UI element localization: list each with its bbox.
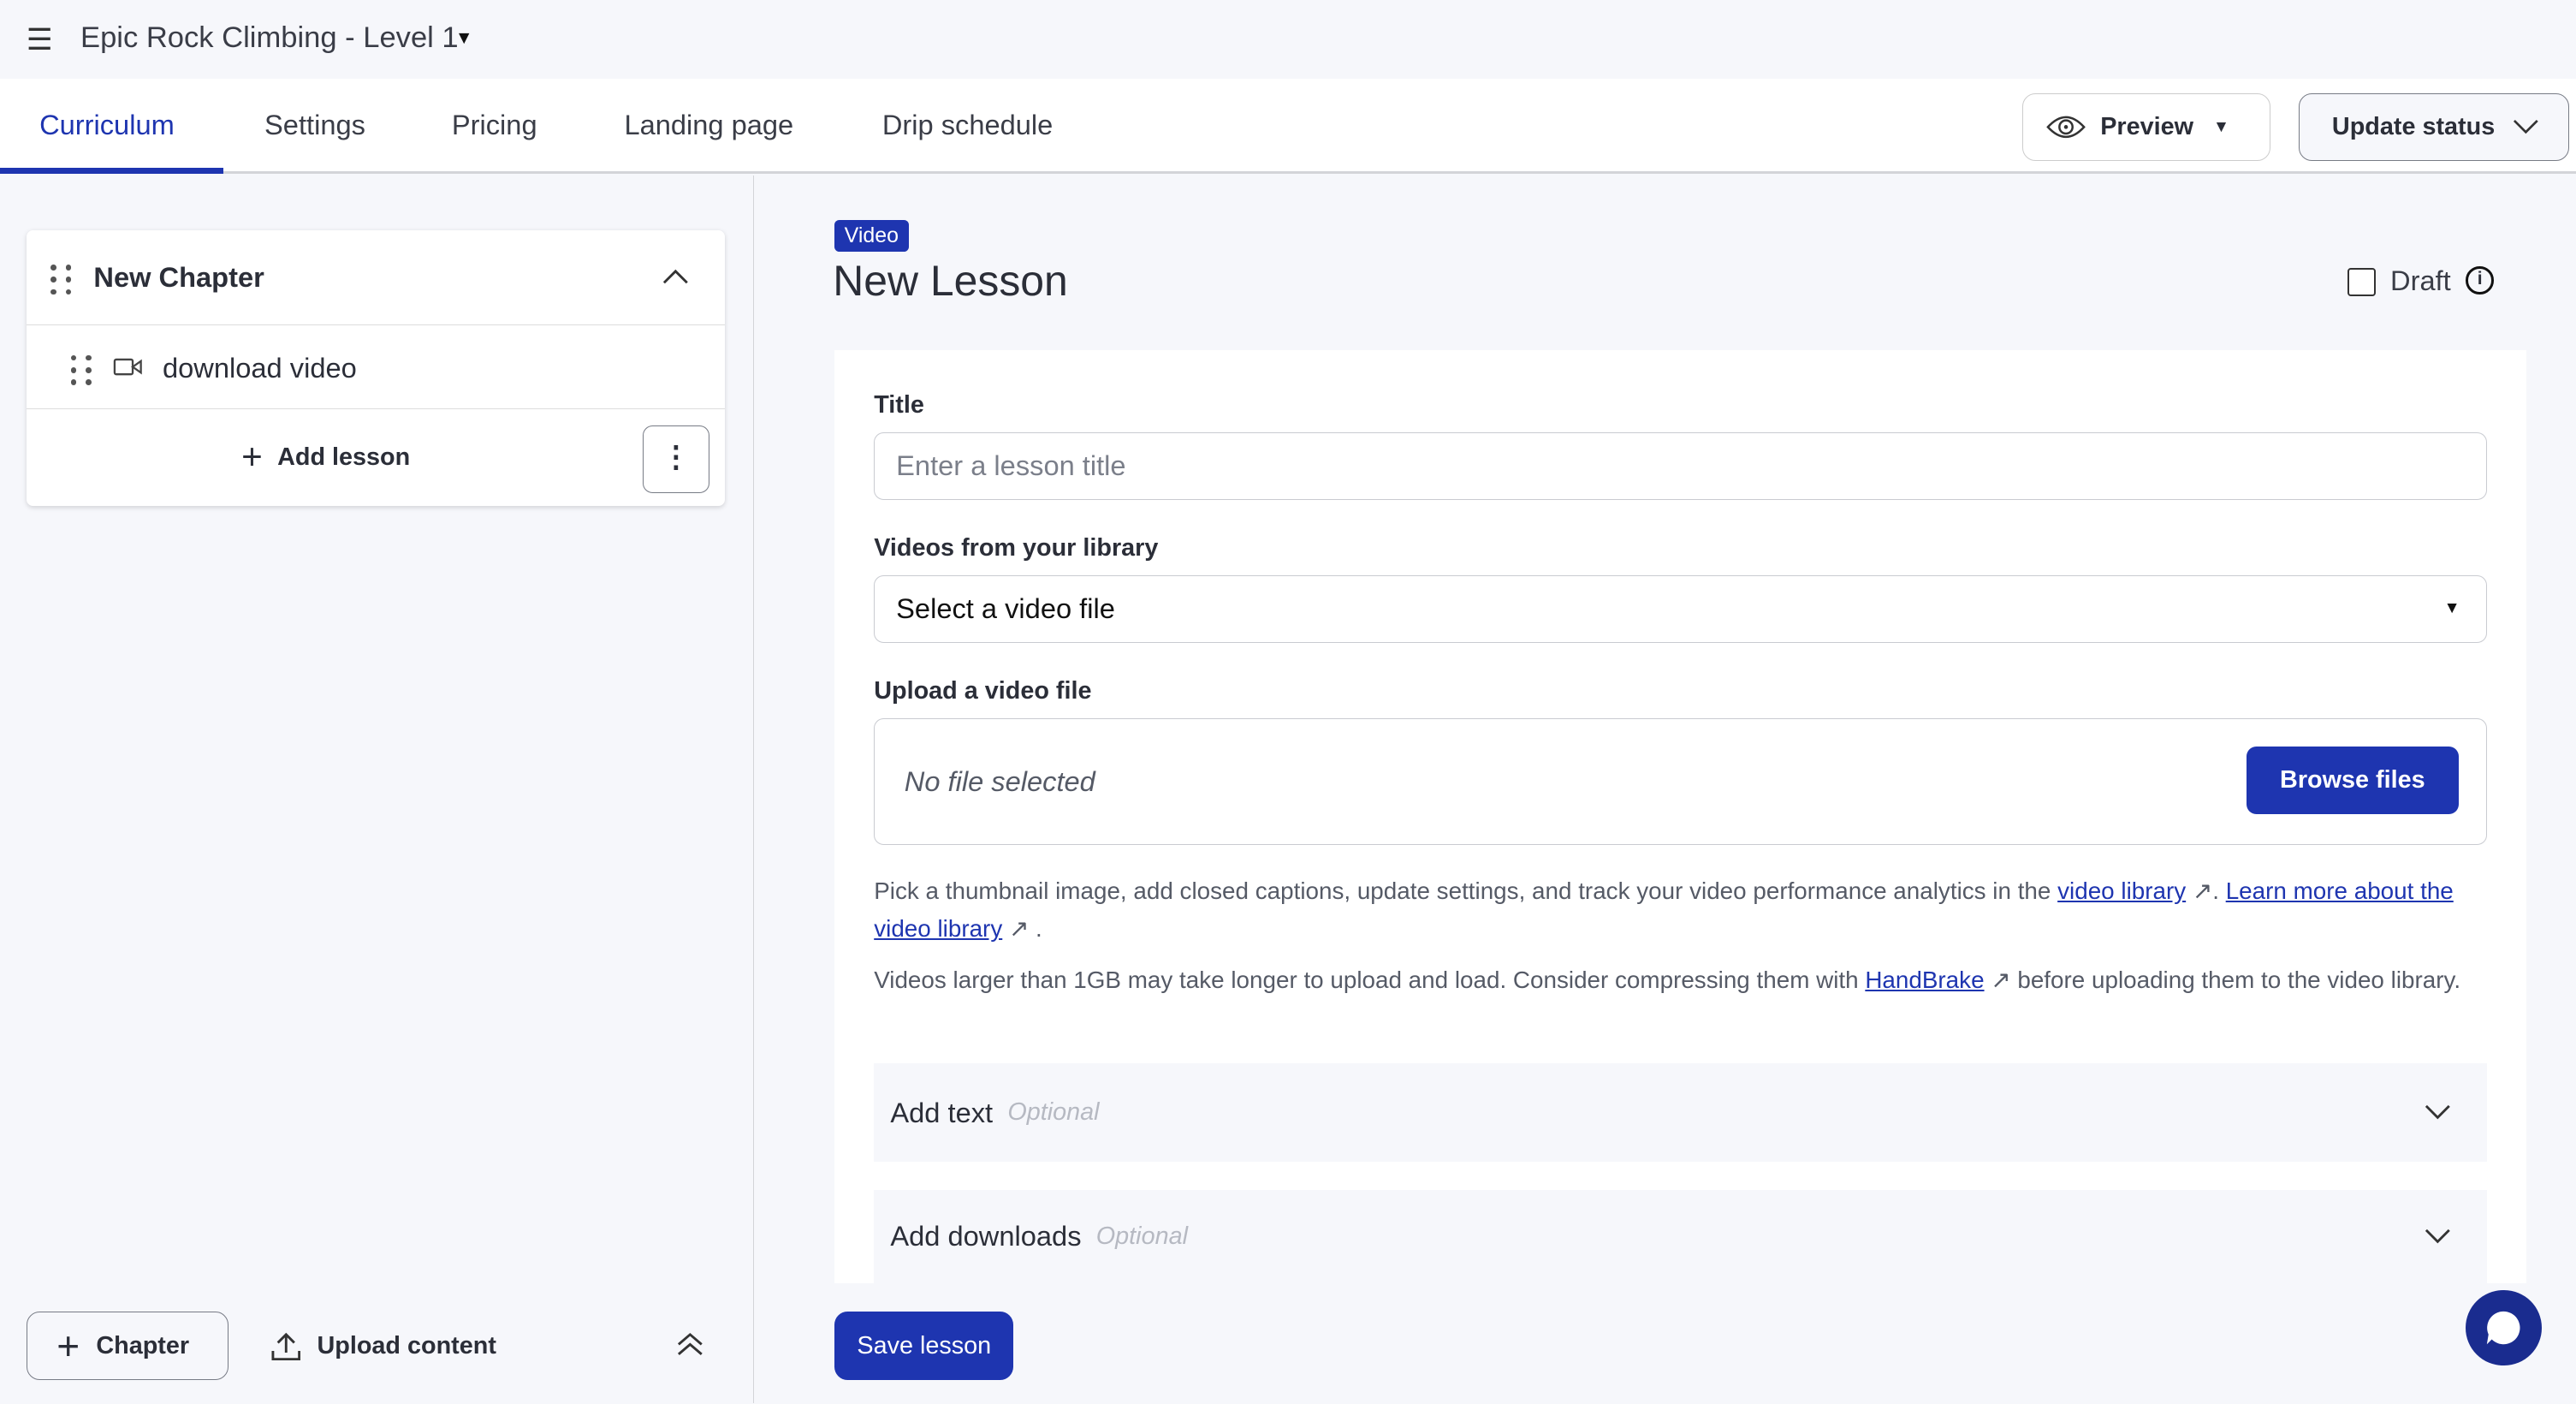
- course-title[interactable]: Epic Rock Climbing - Level 1: [80, 21, 459, 54]
- add-downloads-accordion[interactable]: Add downloads Optional: [874, 1189, 2488, 1284]
- hamburger-menu-icon[interactable]: ☰: [26, 23, 53, 57]
- upload-label: Upload a video file: [874, 676, 1092, 705]
- optional-label: Optional: [1007, 1098, 1100, 1127]
- handbrake-link[interactable]: HandBrake: [1865, 966, 1985, 993]
- drag-handle-icon[interactable]: [50, 265, 72, 295]
- chevron-up-icon[interactable]: [662, 268, 689, 284]
- caret-down-icon: ▼: [2443, 599, 2460, 618]
- add-chapter-button[interactable]: + Chapter: [26, 1311, 229, 1381]
- add-chapter-label: Chapter: [96, 1331, 190, 1359]
- chevron-down-icon: [2425, 1104, 2451, 1120]
- file-size-help: Videos larger than 1GB may take longer t…: [874, 961, 2487, 999]
- upload-dropzone[interactable]: No file selected Browse files: [874, 717, 2488, 845]
- chevron-down-icon: [2514, 120, 2539, 134]
- chapter-title[interactable]: New Chapter: [93, 261, 264, 294]
- help-text: Pick a thumbnail image, add closed capti…: [874, 878, 2058, 905]
- lesson-item[interactable]: download video: [26, 325, 725, 409]
- plus-icon: +: [56, 1323, 80, 1368]
- tab-landing-page[interactable]: Landing page: [624, 108, 794, 140]
- chevron-down-icon: [2425, 1228, 2451, 1244]
- eye-icon: [2046, 116, 2086, 139]
- preview-button[interactable]: Preview ▼: [2022, 93, 2270, 162]
- drag-handle-icon[interactable]: [70, 354, 92, 386]
- tab-settings[interactable]: Settings: [264, 108, 365, 140]
- curriculum-sidebar: [0, 176, 755, 1404]
- active-tab-indicator: [0, 167, 224, 175]
- chapter-card: New Chapter download video + Add lesson …: [26, 229, 725, 507]
- chat-button[interactable]: [2466, 1289, 2542, 1366]
- video-library-select[interactable]: Select a video file ▼: [874, 574, 2488, 643]
- chapter-header[interactable]: New Chapter: [26, 230, 725, 326]
- optional-label: Optional: [1095, 1222, 1188, 1250]
- caret-down-icon[interactable]: ▼: [454, 27, 473, 48]
- upload-content-button[interactable]: Upload content: [271, 1312, 496, 1381]
- upload-icon: [271, 1332, 300, 1360]
- add-text-label: Add text: [890, 1096, 994, 1128]
- video-library-link[interactable]: video library: [2057, 878, 2187, 905]
- external-link-icon: ↗: [1002, 915, 1036, 943]
- info-icon[interactable]: i: [2466, 265, 2494, 294]
- add-lesson-button[interactable]: + Add lesson: [241, 437, 411, 478]
- lesson-type-badge: Video: [834, 220, 909, 252]
- double-chevron-up-icon[interactable]: [677, 1331, 703, 1358]
- save-lesson-button[interactable]: Save lesson: [834, 1311, 1014, 1381]
- no-file-text: No file selected: [904, 764, 1095, 797]
- video-library-selected: Select a video file: [896, 592, 1115, 625]
- tab-drip-schedule[interactable]: Drip schedule: [881, 108, 1054, 140]
- lesson-title: download video: [163, 351, 357, 384]
- video-library-help: Pick a thumbnail image, add closed capti…: [874, 872, 2487, 948]
- add-lesson-label: Add lesson: [277, 443, 411, 472]
- update-status-button[interactable]: Update status: [2298, 93, 2570, 162]
- library-label: Videos from your library: [874, 533, 1159, 562]
- help-text: Videos larger than 1GB may take longer t…: [874, 966, 1866, 993]
- browse-files-button[interactable]: Browse files: [2247, 747, 2459, 815]
- tab-pricing[interactable]: Pricing: [451, 108, 537, 140]
- update-status-label: Update status: [2331, 113, 2496, 141]
- chat-bubble-icon: [2487, 1311, 2520, 1345]
- title-input[interactable]: Enter a lesson title: [874, 431, 2488, 500]
- add-downloads-label: Add downloads: [890, 1220, 1082, 1252]
- draft-checkbox[interactable]: [2347, 267, 2376, 296]
- external-link-icon: ↗: [1984, 966, 2011, 993]
- help-text: .: [1036, 915, 1042, 943]
- preview-label: Preview: [2100, 113, 2194, 141]
- lesson-heading: New Lesson: [833, 257, 1068, 306]
- tab-bar: Curriculum Settings Pricing Landing page…: [0, 79, 2576, 175]
- tab-curriculum[interactable]: Curriculum: [39, 108, 175, 140]
- draft-label[interactable]: Draft: [2390, 265, 2451, 297]
- title-label: Title: [874, 390, 924, 419]
- caret-down-icon: ▼: [2213, 117, 2230, 136]
- help-text: before uploading them to the video libra…: [2010, 966, 2461, 993]
- top-bar: ☰ Epic Rock Climbing - Level 1 ▼: [0, 0, 2576, 80]
- plus-icon: +: [241, 437, 263, 478]
- external-link-icon: ↗: [2186, 878, 2213, 905]
- learn-more-link[interactable]: Learn more about the video library: [874, 878, 2454, 943]
- help-text: .: [2212, 878, 2226, 905]
- more-options-button[interactable]: ⋮: [642, 425, 710, 493]
- add-text-accordion[interactable]: Add text Optional: [874, 1062, 2488, 1163]
- upload-content-label: Upload content: [317, 1331, 496, 1359]
- video-camera-icon: [114, 359, 143, 376]
